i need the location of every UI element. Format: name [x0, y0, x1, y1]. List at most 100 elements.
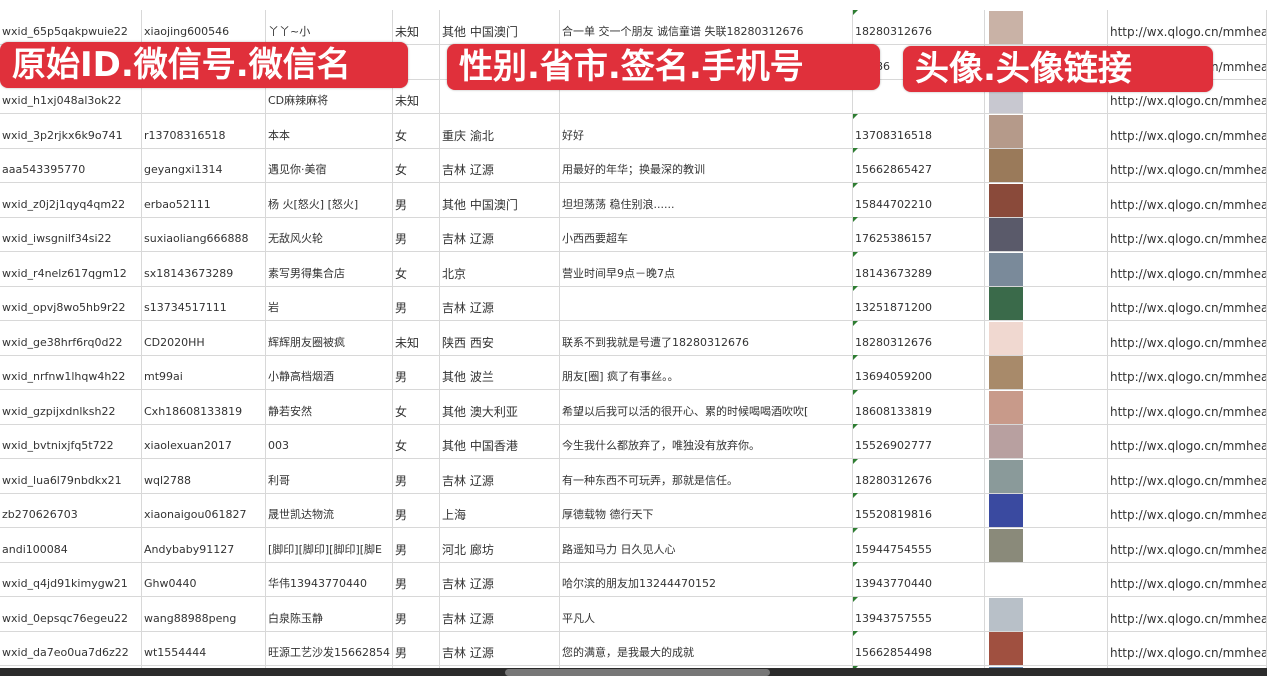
cell-gender[interactable]: [393, 665, 440, 668]
cell-wechat-id[interactable]: mt99ai: [142, 355, 266, 389]
cell-phone[interactable]: 18280312676: [853, 320, 985, 355]
cell-avatar-url[interactable]: http://wx.qlogo.cn/mmhead: [1108, 562, 1267, 596]
cell-region[interactable]: 重庆 渝北: [440, 113, 560, 148]
cell-region[interactable]: 吉林 辽源: [440, 217, 560, 251]
cell-region[interactable]: 吉林 辽源: [440, 148, 560, 182]
cell-avatar-url[interactable]: http://wx.qlogo.cn/mmhead: [1108, 217, 1267, 251]
cell-phone[interactable]: 15944754555: [853, 527, 985, 562]
cell-signature[interactable]: 营业时间早9点－晚7点: [560, 251, 853, 286]
cell-gender[interactable]: 男: [393, 217, 440, 251]
cell-gender[interactable]: 女: [393, 389, 440, 424]
cell-gender[interactable]: 男: [393, 355, 440, 389]
cell-wechat-id[interactable]: Ghw0440: [142, 562, 266, 596]
cell-wechat-id[interactable]: suxiaoliang666888: [142, 217, 266, 251]
cell-wechat-id[interactable]: s13734517111: [142, 286, 266, 320]
cell-original-id[interactable]: wxid_0epsqc76egeu22: [0, 596, 142, 631]
cell-avatar[interactable]: [985, 389, 1108, 424]
cell-original-id[interactable]: wxid_bvtnixjfq5t722: [0, 424, 142, 458]
cell-wechat-name[interactable]: 华伟13943770440: [266, 562, 393, 596]
cell-avatar[interactable]: [985, 458, 1108, 493]
cell-wechat-name[interactable]: CD麻辣麻将: [266, 79, 393, 113]
cell-original-id[interactable]: wxid_z0j2j1qyq4qm22: [0, 182, 142, 217]
cell-region[interactable]: 其他 澳大利亚: [440, 389, 560, 424]
cell-wechat-name[interactable]: 本本: [266, 113, 393, 148]
cell-gender[interactable]: 女: [393, 113, 440, 148]
cell-signature[interactable]: 合一单 交一个朋友 诚信童谱 失联18280312676: [560, 10, 853, 44]
cell-avatar[interactable]: [985, 424, 1108, 458]
cell-avatar-url[interactable]: http://wx.qlogo.cn/mmhead: [1108, 113, 1267, 148]
cell-signature[interactable]: [560, 665, 853, 668]
cell-region[interactable]: 其他 中国澳门: [440, 182, 560, 217]
cell-gender[interactable]: 男: [393, 631, 440, 665]
cell-avatar-url[interactable]: http://wx.qlogo.cn/mmhead: [1108, 251, 1267, 286]
cell-wechat-id[interactable]: CD2020HH: [142, 320, 266, 355]
cell-avatar-url[interactable]: http://wx.qlogo.cn/mmhead: [1108, 182, 1267, 217]
cell-original-id[interactable]: wxid_iwsgnilf34si22: [0, 217, 142, 251]
cell-original-id[interactable]: wxid_opvj8wo5hb9r22: [0, 286, 142, 320]
cell-avatar[interactable]: [985, 182, 1108, 217]
cell-region[interactable]: 北京: [440, 251, 560, 286]
cell-gender[interactable]: 男: [393, 458, 440, 493]
cell-phone[interactable]: 13708316518: [853, 113, 985, 148]
cell-avatar-url[interactable]: http://wx.qlogo.cn/mmhead: [1108, 10, 1267, 44]
cell-signature[interactable]: 希望以后我可以活的很开心、累的时候喝喝酒吹吹[: [560, 389, 853, 424]
cell-phone[interactable]: [853, 665, 985, 668]
cell-signature[interactable]: 今生我什么都放弃了，唯独没有放弃你。: [560, 424, 853, 458]
cell-original-id[interactable]: wxid_nrfnw1lhqw4h22: [0, 355, 142, 389]
cell-phone[interactable]: 18143673289: [853, 251, 985, 286]
cell-wechat-id[interactable]: [142, 79, 266, 113]
cell-wechat-id[interactable]: erbao52111: [142, 182, 266, 217]
cell-avatar-url[interactable]: http://wx.qlogo.cn/mmhead: [1108, 286, 1267, 320]
cell-phone[interactable]: 18608133819: [853, 389, 985, 424]
cell-gender[interactable]: 女: [393, 148, 440, 182]
cell-phone[interactable]: 18280312676: [853, 10, 985, 44]
cell-signature[interactable]: 厚德载物 德行天下: [560, 493, 853, 527]
cell-original-id[interactable]: wxid_h1xj048al3ok22: [0, 79, 142, 113]
cell-gender[interactable]: [393, 44, 440, 79]
cell-avatar-url[interactable]: http://wx.qlogo.cn/mmhead: [1108, 389, 1267, 424]
cell-region[interactable]: 吉林 辽源: [440, 458, 560, 493]
cell-signature[interactable]: 有一种东西不可玩弄，那就是信任。: [560, 458, 853, 493]
horizontal-scrollbar[interactable]: [505, 669, 770, 676]
cell-region[interactable]: 上海: [440, 493, 560, 527]
cell-wechat-name[interactable]: 旺源工艺沙发15662854: [266, 631, 393, 665]
cell-signature[interactable]: 哈尔滨的朋友加13244470152: [560, 562, 853, 596]
cell-signature[interactable]: 坦坦荡荡 稳住别浪......: [560, 182, 853, 217]
cell-avatar-url[interactable]: http://wx.qlogo.cn/mmhead: [1108, 527, 1267, 562]
cell-wechat-name[interactable]: 003: [266, 424, 393, 458]
cell-avatar-url[interactable]: http://wx.qlogo.cn/mmhead: [1108, 148, 1267, 182]
cell-gender[interactable]: 男: [393, 493, 440, 527]
cell-wechat-name[interactable]: 晟世凯达物流: [266, 493, 393, 527]
cell-signature[interactable]: [560, 79, 853, 113]
cell-phone[interactable]: 15662854498: [853, 631, 985, 665]
cell-signature[interactable]: 平凡人: [560, 596, 853, 631]
cell-wechat-id[interactable]: wql2788: [142, 458, 266, 493]
cell-gender[interactable]: 未知: [393, 320, 440, 355]
cell-avatar-url[interactable]: http://wx.qlogo.cn/mmhead: [1108, 596, 1267, 631]
cell-wechat-name[interactable]: 利哥: [266, 458, 393, 493]
cell-phone[interactable]: 18280312676: [853, 458, 985, 493]
cell-region[interactable]: [440, 79, 560, 113]
cell-avatar[interactable]: [985, 217, 1108, 251]
cell-wechat-name[interactable]: 杨 火[怒火] [怒火]: [266, 182, 393, 217]
cell-gender[interactable]: 未知: [393, 10, 440, 44]
cell-avatar-url[interactable]: http://wx.qlogo.cn/mmhead: [1108, 320, 1267, 355]
cell-wechat-id[interactable]: xiaonaigou061827: [142, 493, 266, 527]
cell-phone[interactable]: 15520819816: [853, 493, 985, 527]
cell-gender[interactable]: 男: [393, 182, 440, 217]
cell-original-id[interactable]: wxid_ge38hrf6rq0d22: [0, 320, 142, 355]
cell-wechat-name[interactable]: [266, 665, 393, 668]
cell-avatar[interactable]: [985, 286, 1108, 320]
cell-wechat-id[interactable]: [142, 665, 266, 668]
cell-region[interactable]: 其他 中国澳门: [440, 10, 560, 44]
cell-phone[interactable]: 17625386157: [853, 217, 985, 251]
cell-wechat-name[interactable]: 小静高档烟酒: [266, 355, 393, 389]
cell-signature[interactable]: 用最好的年华；换最深的教训: [560, 148, 853, 182]
cell-phone[interactable]: 13943770440: [853, 562, 985, 596]
cell-wechat-id[interactable]: sx18143673289: [142, 251, 266, 286]
cell-avatar[interactable]: [985, 665, 1108, 668]
cell-avatar[interactable]: [985, 527, 1108, 562]
cell-region[interactable]: 其他 波兰: [440, 355, 560, 389]
cell-avatar[interactable]: [985, 355, 1108, 389]
cell-wechat-name[interactable]: 丫丫~小: [266, 10, 393, 44]
